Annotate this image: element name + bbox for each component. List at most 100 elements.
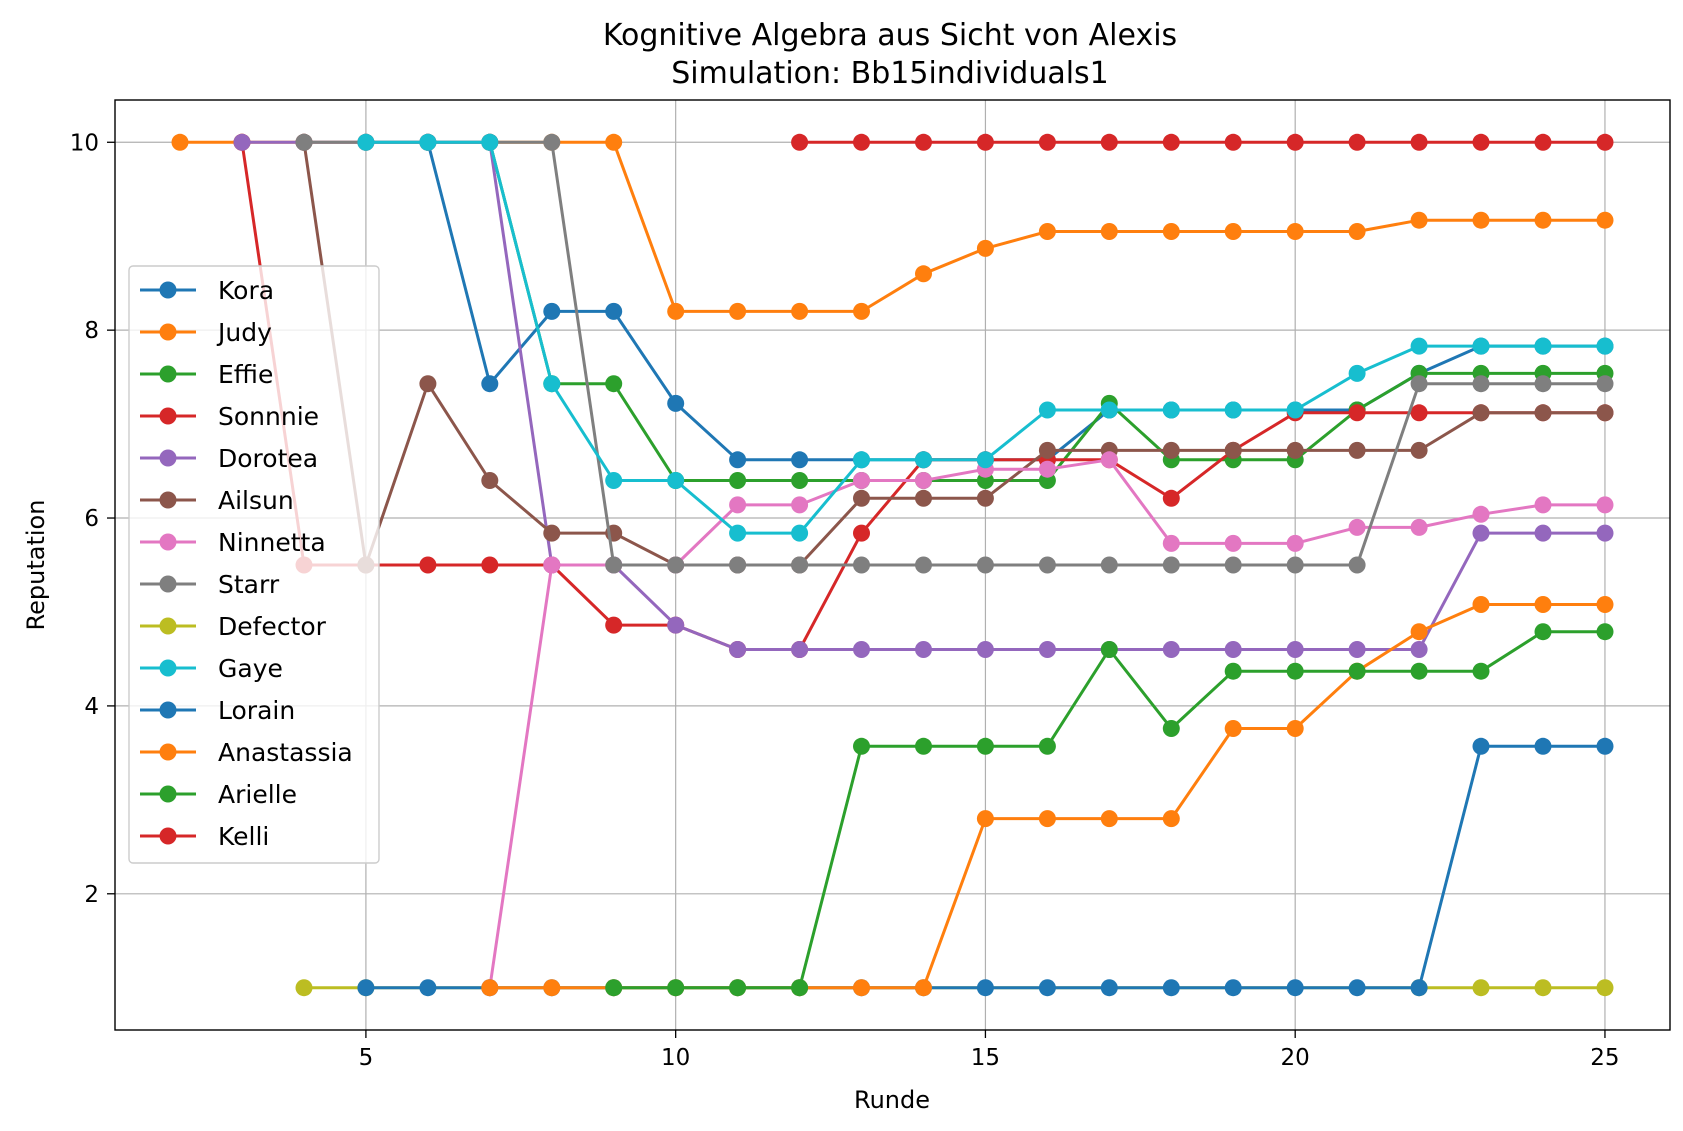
- data-point: [543, 302, 561, 320]
- data-point: [976, 133, 994, 151]
- data-point: [729, 524, 747, 542]
- y-tick-label: 8: [84, 318, 99, 344]
- data-point: [1596, 404, 1614, 422]
- legend-marker: [159, 365, 177, 383]
- data-point: [1410, 518, 1428, 536]
- legend-box: [128, 265, 380, 864]
- data-point: [419, 375, 437, 393]
- legend-label: Kelli: [218, 822, 269, 851]
- data-point: [667, 302, 685, 320]
- data-point: [1348, 223, 1366, 240]
- data-point: [1410, 662, 1428, 680]
- data-point: [1534, 211, 1552, 229]
- data-point: [1224, 979, 1242, 997]
- legend-label: Judy: [216, 318, 272, 347]
- data-point: [791, 451, 809, 469]
- data-point: [1596, 979, 1614, 997]
- legend-item: Anastassia: [140, 738, 353, 767]
- data-point: [1038, 223, 1056, 240]
- data-point: [915, 737, 932, 755]
- legend-marker: [159, 617, 177, 635]
- data-point: [791, 302, 809, 320]
- data-point: [1038, 737, 1056, 755]
- data-point: [543, 133, 561, 151]
- series-group: [171, 133, 1614, 997]
- data-point: [543, 979, 561, 997]
- data-point: [1162, 641, 1180, 658]
- legend-item: Kelli: [140, 822, 269, 851]
- legend-label: Arielle: [218, 780, 297, 809]
- data-point: [1038, 460, 1056, 478]
- data-point: [1100, 451, 1118, 469]
- data-point: [1534, 337, 1552, 355]
- data-point: [1286, 641, 1304, 658]
- data-point: [605, 472, 623, 489]
- data-point: [976, 737, 994, 755]
- legend-item: Gaye: [140, 654, 283, 683]
- data-point: [1162, 534, 1180, 552]
- data-point: [1224, 133, 1242, 151]
- data-point: [976, 489, 994, 507]
- ticks: 5 10 15 20 25 2 4 6 8 10: [70, 130, 1620, 1071]
- data-point: [419, 556, 437, 574]
- data-point: [729, 302, 747, 320]
- data-point: [543, 524, 561, 542]
- data-point: [1534, 737, 1552, 755]
- data-point: [729, 451, 747, 469]
- data-point: [1224, 720, 1242, 737]
- legend-item: Arielle: [140, 780, 297, 809]
- data-point: [1534, 524, 1552, 542]
- data-point: [915, 979, 932, 997]
- data-point: [853, 524, 870, 542]
- data-point: [791, 524, 809, 542]
- data-point: [1286, 534, 1304, 552]
- legend-marker: [159, 533, 177, 551]
- data-point: [295, 979, 313, 997]
- data-point: [1038, 133, 1056, 151]
- data-point: [1286, 401, 1304, 419]
- data-point: [853, 472, 870, 489]
- x-tick-label: 25: [1590, 1045, 1619, 1071]
- legend-item: Judy: [140, 318, 272, 347]
- data-point: [1224, 401, 1242, 419]
- data-point: [357, 979, 375, 997]
- legend-label: Effie: [218, 360, 273, 389]
- data-point: [667, 616, 685, 634]
- legend-marker: [159, 491, 177, 509]
- legend-label: Anastassia: [218, 738, 353, 767]
- chart-title: Kognitive Algebra aus Sicht von Alexis: [603, 18, 1177, 53]
- legend-label: Dorotea: [218, 444, 318, 473]
- data-point: [667, 394, 685, 412]
- data-point: [915, 472, 932, 489]
- data-point: [605, 133, 623, 151]
- data-point: [1596, 737, 1614, 755]
- data-point: [915, 133, 932, 151]
- data-point: [915, 556, 932, 574]
- data-point: [1038, 641, 1056, 658]
- data-point: [1596, 496, 1614, 514]
- data-point: [1286, 979, 1304, 997]
- data-point: [1534, 375, 1552, 393]
- data-point: [1286, 556, 1304, 574]
- data-point: [1100, 401, 1118, 419]
- data-point: [976, 451, 994, 469]
- legend-item: Starr: [140, 570, 280, 599]
- data-point: [357, 133, 375, 151]
- data-point: [1534, 979, 1552, 997]
- data-point: [1224, 662, 1242, 680]
- data-point: [853, 737, 870, 755]
- data-point: [1348, 133, 1366, 151]
- data-point: [729, 979, 747, 997]
- data-point: [853, 302, 870, 320]
- data-point: [295, 133, 313, 151]
- data-point: [1224, 556, 1242, 574]
- y-axis-label: Reputation: [22, 500, 50, 631]
- legend-marker: [159, 281, 177, 299]
- data-point: [976, 239, 994, 257]
- data-point: [1162, 720, 1180, 737]
- series-arielle: [605, 623, 1614, 997]
- data-point: [915, 451, 932, 469]
- data-point: [1348, 404, 1366, 422]
- data-point: [1596, 211, 1614, 229]
